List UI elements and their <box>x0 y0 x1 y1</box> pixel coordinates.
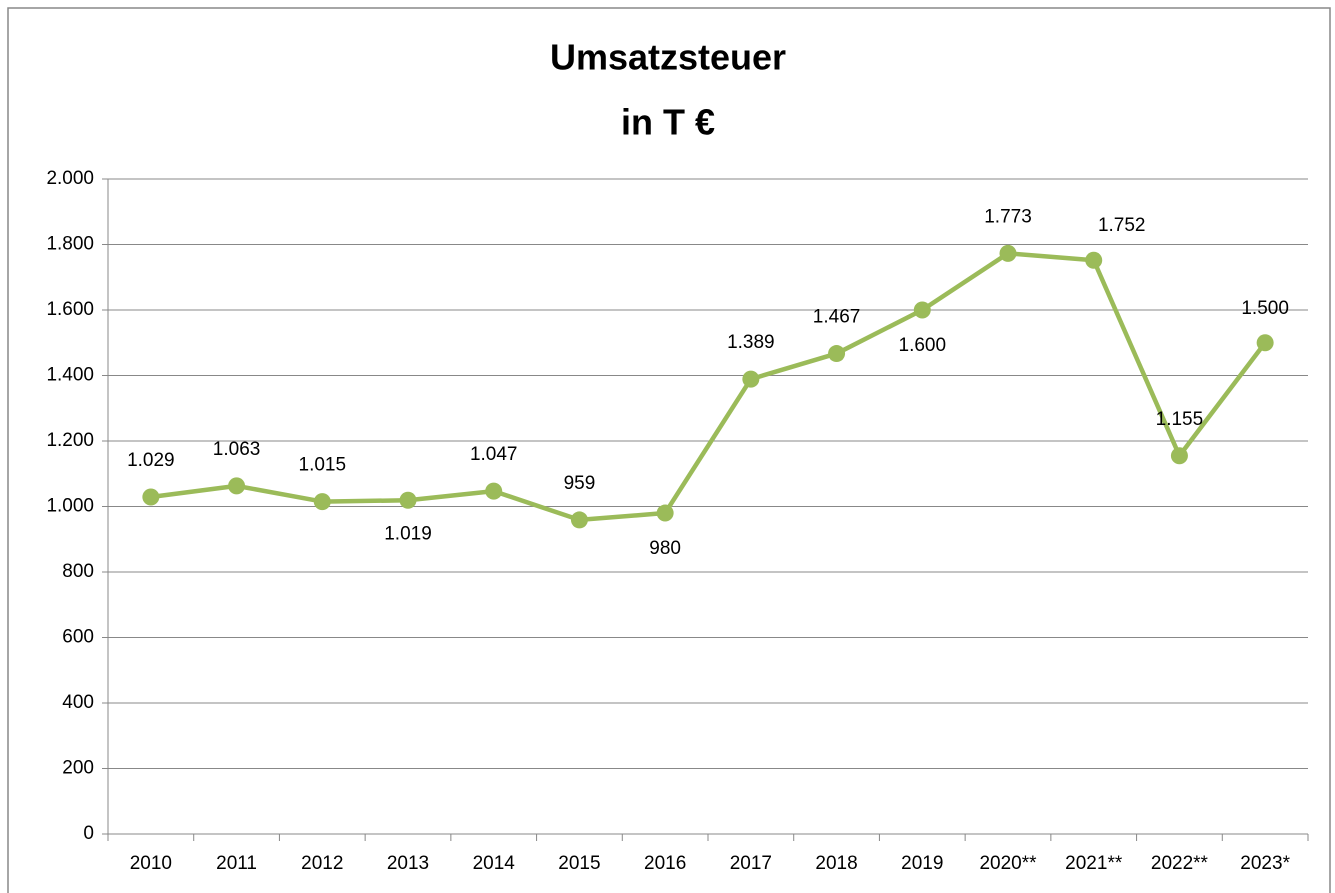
line <box>150 251 1267 523</box>
y-tick-label: 200 <box>62 758 94 779</box>
x-tick-label: 2018 <box>815 853 857 874</box>
marker <box>1085 251 1103 269</box>
data-label: 959 <box>564 473 596 494</box>
marker <box>828 345 846 363</box>
marker <box>742 370 760 388</box>
marker <box>570 511 588 529</box>
x-tick-label: 2012 <box>301 853 343 874</box>
chart-border <box>7 7 1331 893</box>
marker <box>485 482 503 500</box>
x-tick-label: 2016 <box>644 853 686 874</box>
data-label: 1.155 <box>1156 409 1204 430</box>
y-tick-label: 400 <box>62 692 94 713</box>
marker <box>913 301 931 319</box>
chart-subtitle: in T € <box>621 102 715 143</box>
data-label: 1.500 <box>1241 298 1289 319</box>
x-tick-label: 2023* <box>1240 853 1290 874</box>
data-label: 1.063 <box>213 439 261 460</box>
data-label: 980 <box>649 538 681 559</box>
y-tick-label: 2.000 <box>46 168 94 189</box>
data-label: 1.029 <box>127 450 175 471</box>
y-tick-label: 800 <box>62 561 94 582</box>
x-tick-label: 2014 <box>473 853 516 874</box>
marker <box>1170 447 1188 465</box>
data-label: 1.467 <box>813 307 861 328</box>
x-tick-label: 2013 <box>387 853 429 874</box>
data-label: 1.752 <box>1098 215 1146 236</box>
marker <box>142 488 160 506</box>
y-tick-label: 1.800 <box>46 234 94 255</box>
x-tick-label: 2021** <box>1065 853 1123 874</box>
y-tick-label: 600 <box>62 627 94 648</box>
data-label: 1.019 <box>384 523 432 544</box>
x-tick-label: 2011 <box>216 853 257 874</box>
x-tick-label: 2020** <box>979 853 1037 874</box>
x-tick-label: 2010 <box>130 853 172 874</box>
x-tick-label: 2019 <box>901 853 943 874</box>
marker <box>656 504 674 522</box>
marker <box>1256 334 1274 352</box>
marker <box>313 493 331 511</box>
x-tick-label: 2022** <box>1151 853 1209 874</box>
y-tick-label: 1.600 <box>46 299 94 320</box>
data-label: 1.600 <box>899 335 947 356</box>
marker <box>999 244 1017 262</box>
data-label: 1.773 <box>984 206 1032 227</box>
marker <box>228 477 246 495</box>
data-label: 1.047 <box>470 444 518 465</box>
data-label: 1.015 <box>299 455 347 476</box>
x-tick-label: 2017 <box>730 853 772 874</box>
data-label: 1.389 <box>727 332 775 353</box>
chart-title: Umsatzsteuer <box>550 37 786 78</box>
y-tick-label: 1.000 <box>46 496 94 517</box>
marker <box>399 491 417 509</box>
y-tick-label: 1.200 <box>46 430 94 451</box>
y-tick-label: 0 <box>83 823 94 844</box>
y-tick-label: 1.400 <box>46 365 94 386</box>
x-tick-label: 2015 <box>558 853 600 874</box>
